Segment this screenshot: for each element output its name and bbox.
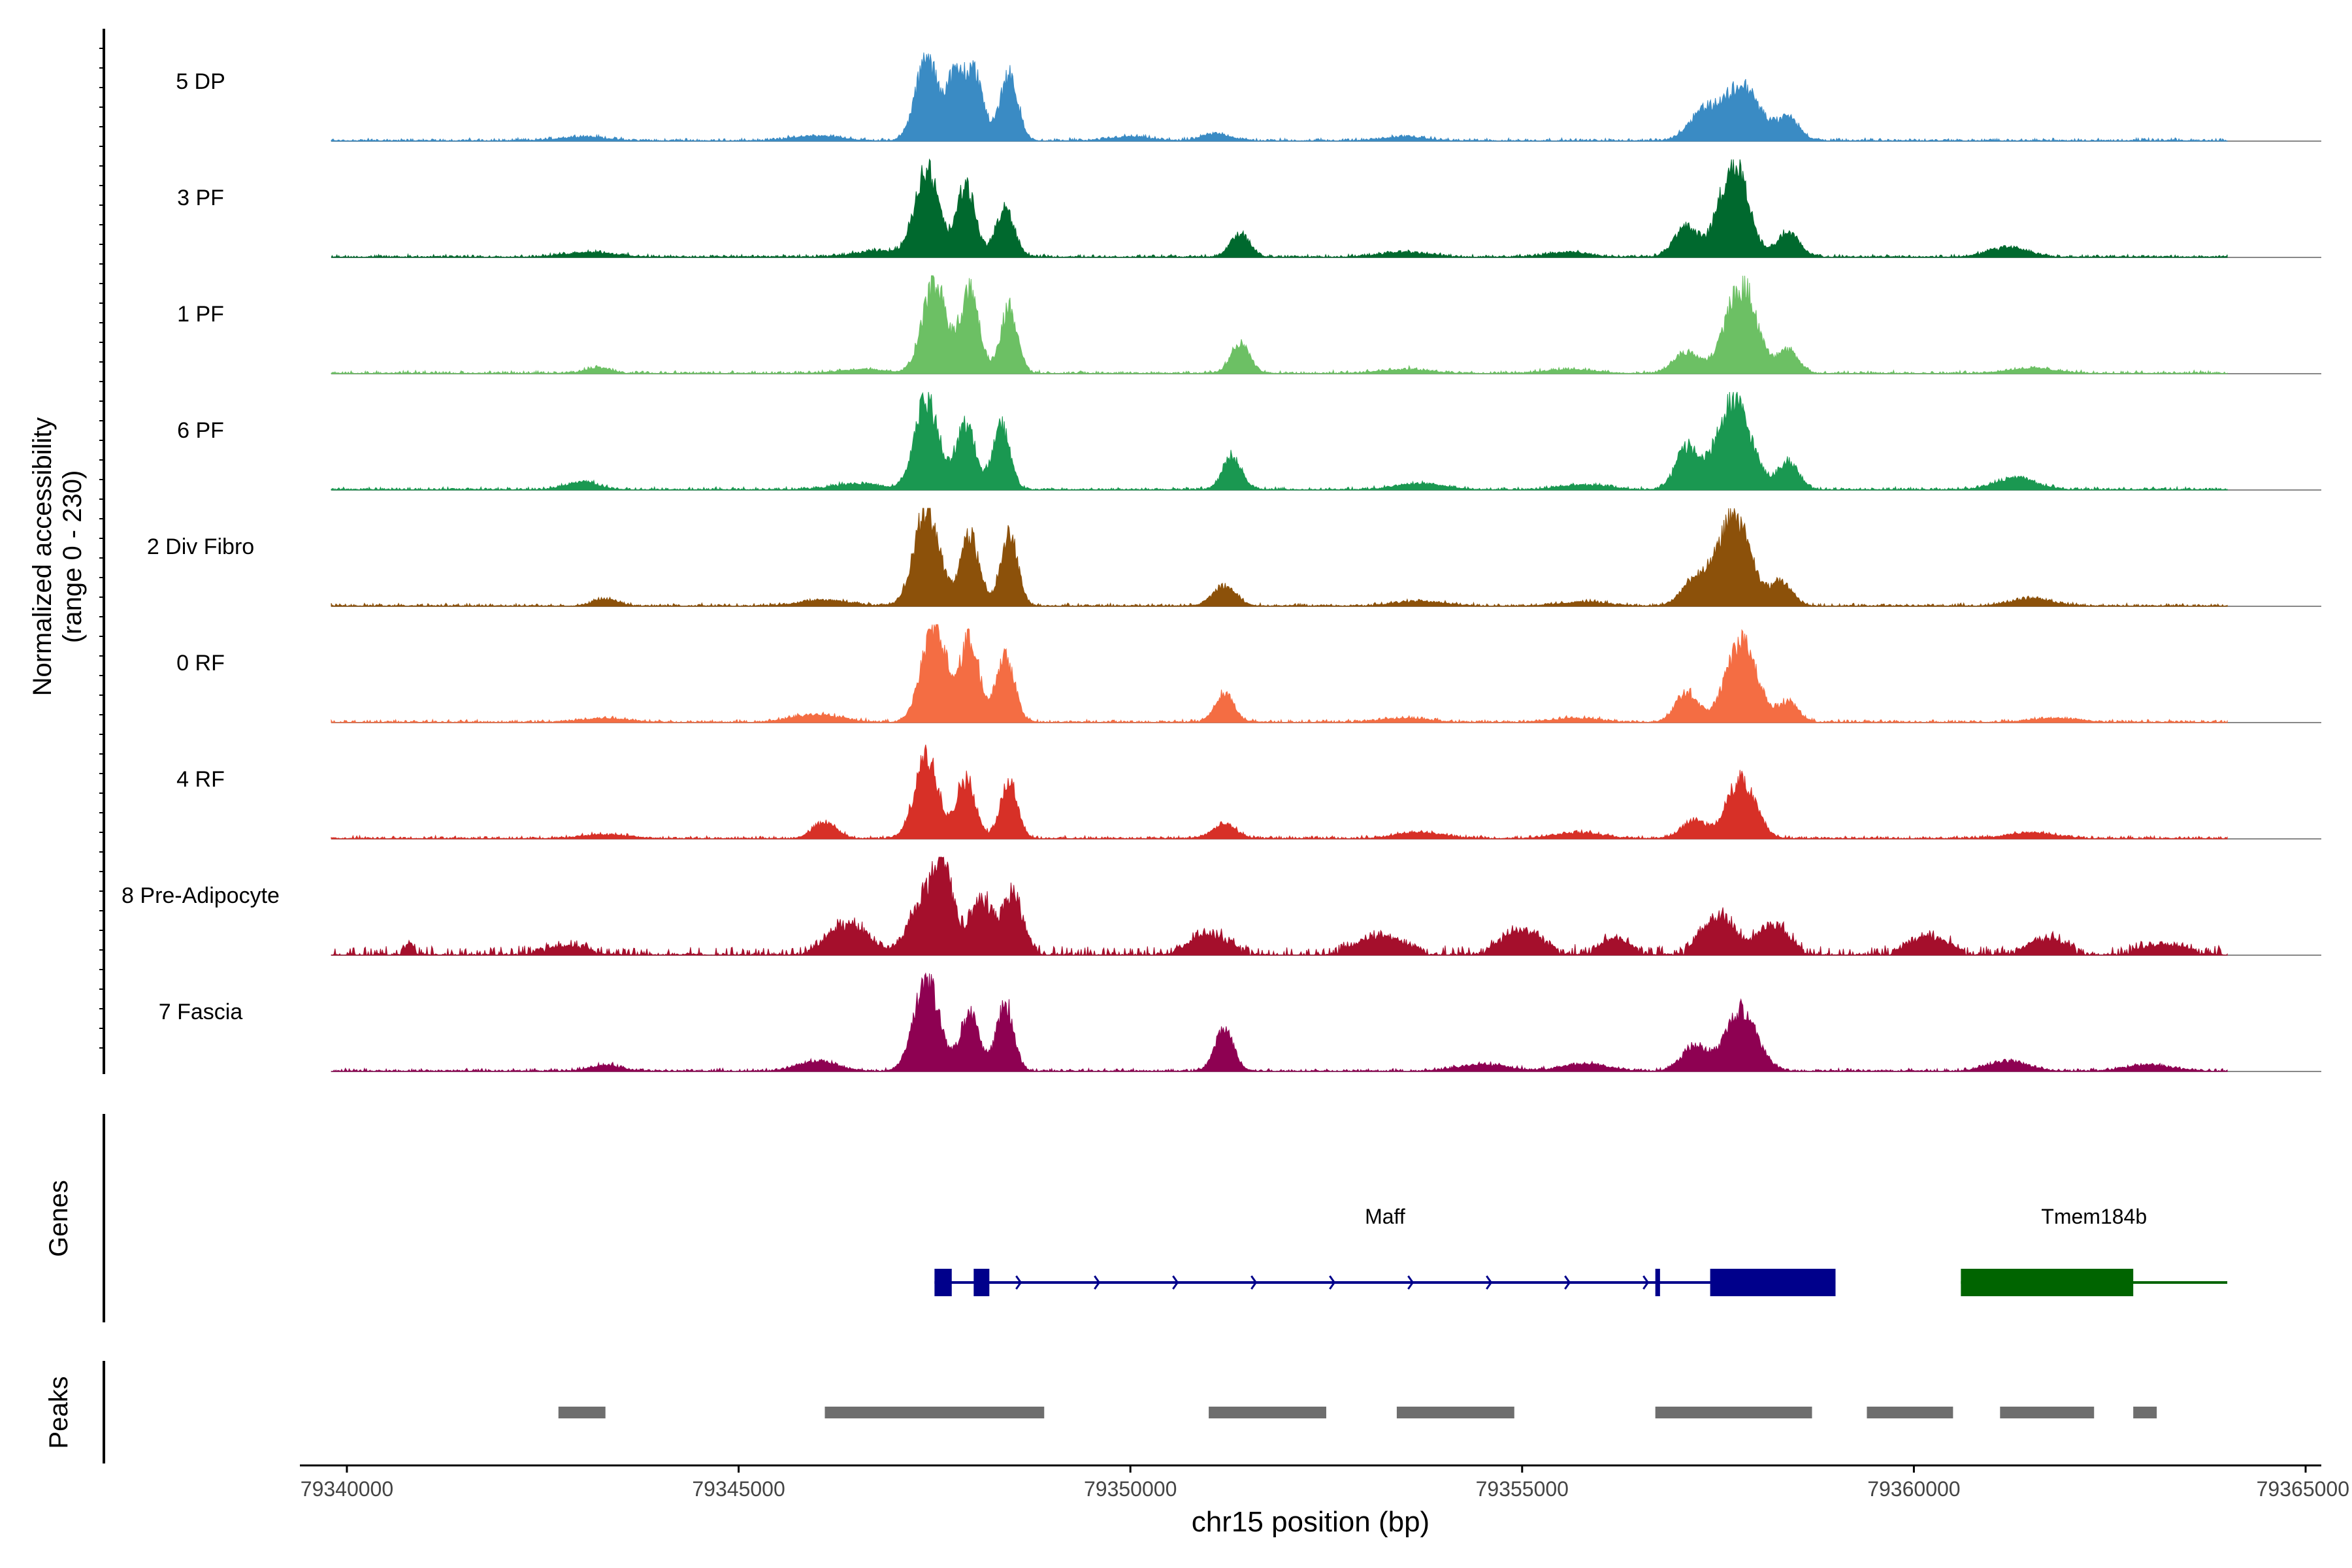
strand-arrow xyxy=(1329,1275,1336,1290)
coverage-area xyxy=(331,972,2228,1073)
strand-arrow xyxy=(1172,1275,1179,1290)
gene-maff: Maff xyxy=(934,1205,1836,1296)
gene-annotation-track: Maff Tmem184b xyxy=(934,1205,2228,1296)
strand-arrow xyxy=(1250,1275,1258,1290)
track-label: 4 RF xyxy=(176,767,225,792)
peak-region xyxy=(2133,1407,2157,1418)
coverage-area xyxy=(331,275,2228,375)
coverage-axis-ticks xyxy=(99,48,104,1049)
peak-region xyxy=(1867,1407,1953,1418)
track-label: 3 PF xyxy=(177,186,224,210)
peak-region xyxy=(1209,1407,1326,1418)
track-label: 1 PF xyxy=(177,302,224,327)
track-4-rf: 4 RF xyxy=(176,744,2321,840)
coverage-area xyxy=(331,508,2228,608)
coverage-area xyxy=(331,52,2228,142)
coverage-tracks: 5 DP 3 PF 1 PF 6 PF 2 Div Fibro 0 RF 4 RF 8 Pre… xyxy=(122,52,2321,1073)
coverage-area xyxy=(331,391,2228,491)
strand-arrow xyxy=(1486,1275,1493,1290)
x-tick-label: 79340000 xyxy=(301,1477,393,1501)
track-label: 2 Div Fibro xyxy=(147,534,254,559)
x-tick-label: 79345000 xyxy=(692,1477,785,1501)
track-7-fascia: 7 Fascia xyxy=(159,972,2321,1073)
exon xyxy=(973,1269,990,1296)
peak-region xyxy=(825,1407,1045,1418)
peak-region xyxy=(1655,1407,1812,1418)
track-label: 8 Pre-Adipocyte xyxy=(122,883,280,908)
track-label: 0 RF xyxy=(176,651,225,676)
peak-region xyxy=(558,1407,606,1418)
track-1-pf: 1 PF xyxy=(177,275,2321,375)
coverage-area xyxy=(331,857,2228,956)
track-label: 5 DP xyxy=(176,69,225,94)
strand-arrow xyxy=(1642,1275,1650,1290)
peak-region xyxy=(1396,1407,1514,1418)
exon xyxy=(1961,1269,2134,1296)
x-tick-label: 79355000 xyxy=(1476,1477,1569,1501)
track-6-pf: 6 PF xyxy=(177,391,2321,491)
peak-regions-track xyxy=(558,1407,2157,1418)
x-tick-label: 79365000 xyxy=(2257,1477,2349,1501)
track-5-dp: 5 DP xyxy=(176,52,2321,142)
y-axis-title-line1: Normalized accessibility xyxy=(28,417,57,696)
peak-region xyxy=(2000,1407,2095,1418)
strand-arrow xyxy=(1407,1275,1414,1290)
x-tick-label: 79350000 xyxy=(1084,1477,1177,1501)
strand-arrow xyxy=(1564,1275,1571,1290)
exon xyxy=(1655,1269,1660,1296)
x-tick-label: 79360000 xyxy=(1867,1477,1960,1501)
track-2-div-fibro: 2 Div Fibro xyxy=(147,508,2321,608)
genes-track-label: Genes xyxy=(44,1180,73,1257)
coverage-area xyxy=(331,744,2228,840)
peaks-track-label: Peaks xyxy=(44,1376,73,1448)
exon xyxy=(934,1269,952,1296)
y-axis-title-line2: (range 0 - 230) xyxy=(58,470,87,644)
x-axis-title: chr15 position (bp) xyxy=(1192,1506,1429,1538)
track-3-pf: 3 PF xyxy=(177,158,2321,259)
coverage-area xyxy=(331,158,2228,259)
track-8-pre-adipocyte: 8 Pre-Adipocyte xyxy=(122,857,2321,956)
gene-tmem184b: Tmem184b xyxy=(1961,1205,2228,1296)
gene-label: Tmem184b xyxy=(2041,1205,2147,1228)
coverage-area xyxy=(331,624,2228,724)
exon xyxy=(1710,1269,1836,1296)
strand-arrow xyxy=(1015,1275,1022,1290)
track-label: 6 PF xyxy=(177,418,224,443)
track-0-rf: 0 RF xyxy=(176,624,2321,724)
x-axis-ticks: 79340000 79345000 79350000 79355000 79360000… xyxy=(301,1465,2349,1501)
gene-label: Maff xyxy=(1365,1205,1405,1228)
strand-arrow xyxy=(1094,1275,1101,1290)
track-label: 7 Fascia xyxy=(159,1000,243,1024)
